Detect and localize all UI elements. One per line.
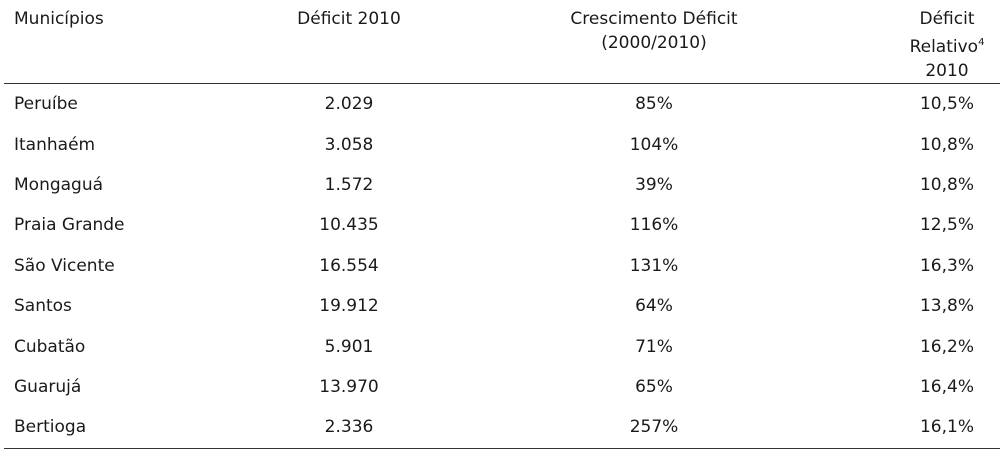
header-relativo-line2: 2010: [925, 61, 969, 81]
table-row: Mongaguá 1.572 39% 10,8%: [4, 165, 1000, 205]
header-crescimento-line1: Crescimento Déficit: [570, 9, 738, 29]
table-body: Peruíbe 2.029 85% 10,5% Itanhaém 3.058 104% 10,…: [4, 84, 1000, 449]
header-crescimento-line2: (2000/2010): [601, 33, 707, 53]
table-header: Municípios Déficit 2010 Crescimento Défi…: [4, 0, 1000, 84]
table-row: Peruíbe 2.029 85% 10,5%: [4, 84, 1000, 125]
cell-deficit-2010: 13.970: [319, 376, 379, 397]
cell-municipio: Guarujá: [14, 376, 82, 397]
cell-crescimento: 64%: [635, 296, 673, 317]
table-row: São Vicente 16.554 131% 16,3%: [4, 246, 1000, 286]
cell-deficit-relativo: 12,5%: [919, 215, 974, 236]
deficit-table: Municípios Déficit 2010 Crescimento Défi…: [4, 0, 1000, 449]
cell-crescimento: 131%: [629, 255, 679, 276]
header-relativo-line1: Déficit Relativo: [909, 9, 979, 57]
cell-municipio: Itanhaém: [14, 134, 96, 155]
cell-crescimento: 104%: [629, 134, 679, 155]
cell-deficit-relativo: 16,3%: [919, 255, 974, 276]
cell-deficit-relativo: 16,2%: [919, 336, 974, 357]
cell-crescimento: 71%: [635, 336, 673, 357]
cell-deficit-2010: 2.029: [324, 94, 374, 115]
header-deficit-2010: Déficit 2010: [297, 9, 401, 29]
cell-municipio: Bertioga: [14, 417, 87, 438]
cell-crescimento: 116%: [629, 215, 679, 236]
cell-deficit-relativo: 16,1%: [919, 417, 974, 438]
table-row: Cubatão 5.901 71% 16,2%: [4, 326, 1000, 366]
cell-deficit-relativo: 13,8%: [919, 296, 974, 317]
header-deficit-relativo: Déficit Relativo4 2010: [804, 0, 1000, 84]
table-row: Bertioga 2.336 257% 16,1%: [4, 407, 1000, 449]
cell-crescimento: 257%: [629, 417, 679, 438]
cell-deficit-2010: 19.912: [319, 296, 379, 317]
header-crescimento-deficit: Crescimento Déficit (2000/2010): [414, 0, 804, 84]
table-row: Itanhaém 3.058 104% 10,8%: [4, 124, 1000, 164]
cell-municipio: São Vicente: [14, 255, 115, 276]
cell-crescimento: 85%: [635, 94, 673, 115]
cell-municipio: Santos: [14, 296, 72, 317]
cell-deficit-relativo: 10,8%: [919, 134, 974, 155]
header-relativo-line1-wrap: Déficit Relativo4: [894, 7, 1000, 59]
cell-crescimento: 65%: [635, 376, 673, 397]
cell-deficit-2010: 16.554: [319, 255, 379, 276]
cell-municipio: Cubatão: [14, 336, 86, 357]
cell-deficit-2010: 3.058: [324, 134, 374, 155]
table-row: Guarujá 13.970 65% 16,4%: [4, 367, 1000, 407]
cell-municipio: Mongaguá: [14, 174, 104, 195]
header-municipios: Municípios: [14, 9, 104, 29]
cell-deficit-2010: 10.435: [319, 215, 379, 236]
header-row: Municípios Déficit 2010 Crescimento Défi…: [4, 0, 1000, 84]
cell-deficit-relativo: 16,4%: [919, 376, 974, 397]
table-row: Praia Grande 10.435 116% 12,5%: [4, 205, 1000, 245]
cell-deficit-relativo: 10,5%: [919, 94, 974, 115]
cell-deficit-2010: 1.572: [324, 174, 374, 195]
cell-deficit-2010: 5.901: [324, 336, 374, 357]
footnote-marker: 4: [978, 37, 985, 48]
cell-deficit-2010: 2.336: [324, 417, 374, 438]
table-row: Santos 19.912 64% 13,8%: [4, 286, 1000, 326]
cell-deficit-relativo: 10,8%: [919, 174, 974, 195]
cell-municipio: Peruíbe: [14, 94, 78, 115]
cell-municipio: Praia Grande: [14, 215, 125, 236]
cell-crescimento: 39%: [635, 174, 673, 195]
